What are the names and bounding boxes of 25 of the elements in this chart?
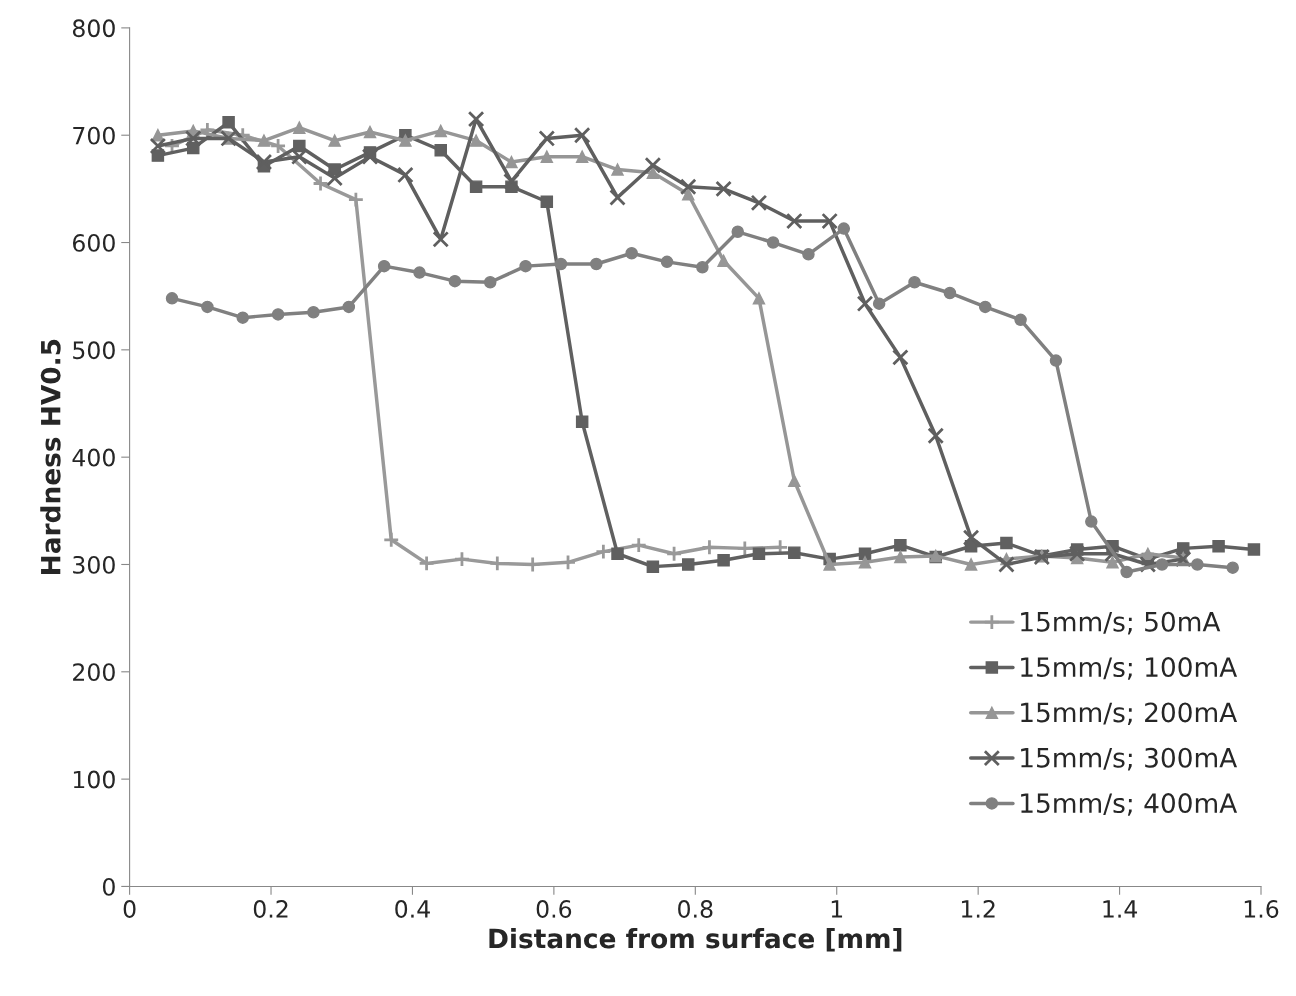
y-tick-label: 300 (73, 555, 115, 574)
x-tick-label: 1.4 (1103, 900, 1138, 918)
legend-label: 15mm/s; 400mA (1021, 793, 1238, 816)
x-axis-title: Distance from surface [mm] (489, 928, 902, 952)
y-tick-label: 100 (73, 770, 115, 789)
legend-label: 15mm/s; 100mA (1021, 657, 1238, 680)
legend-label: 15mm/s; 300mA (1021, 747, 1238, 771)
y-axis-title: Hardness HV0.5 (40, 339, 61, 574)
y-tick-label: 500 (73, 341, 115, 360)
y-tick-label: 200 (73, 663, 115, 682)
legend-label: 15mm/s; 50mA (1021, 611, 1221, 635)
x-tick-label: 0.2 (253, 900, 288, 918)
x-tick-label: 0.4 (395, 900, 430, 918)
x-tick-label: 0 (123, 900, 136, 918)
y-tick-label: 600 (72, 233, 115, 252)
x-tick-label: 1.2 (961, 900, 995, 918)
legend-label: 15mm/s; 200mA (1021, 702, 1238, 726)
y-tick-label: 700 (73, 126, 115, 145)
x-tick-label: 1 (831, 900, 843, 918)
x-tick-label: 0.8 (678, 900, 713, 918)
x-tick-label: 1.6 (1244, 900, 1279, 918)
y-tick-label: 400 (72, 448, 115, 467)
y-tick-label: 0 (102, 877, 115, 896)
x-tick-label: 0.6 (536, 900, 572, 918)
y-tick-label: 800 (72, 19, 115, 38)
